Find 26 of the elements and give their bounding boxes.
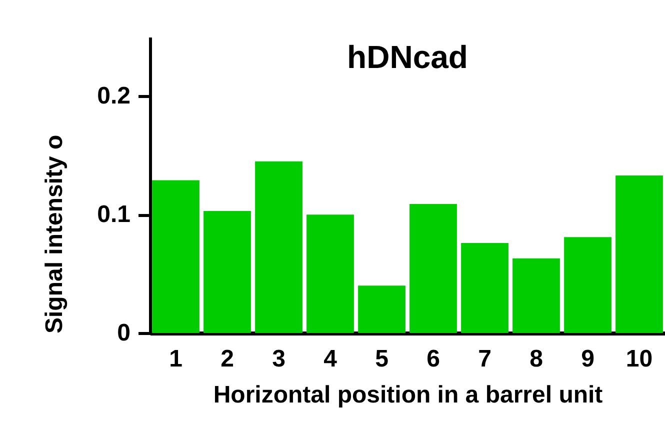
x-axis-title: Horizontal position in a barrel unit <box>213 382 603 408</box>
x-tick-label: 10 <box>626 346 653 372</box>
bar <box>306 214 354 333</box>
x-tick-label: 3 <box>272 346 286 372</box>
bar <box>564 237 612 333</box>
bar <box>512 258 560 333</box>
x-tick-label: 1 <box>169 346 182 372</box>
x-tick-label: 7 <box>478 346 492 372</box>
bar <box>616 176 663 333</box>
bar <box>204 211 251 333</box>
chart-title: hDNcad <box>347 39 468 75</box>
x-tick-label: 6 <box>426 346 440 372</box>
x-tick-label: 9 <box>581 346 594 372</box>
bar <box>461 243 508 333</box>
bar <box>358 286 406 333</box>
x-tick-label: 5 <box>375 346 388 372</box>
bar <box>255 161 302 333</box>
x-tick-label: 4 <box>324 346 338 372</box>
x-tick-label: 8 <box>530 346 543 372</box>
bar <box>152 180 200 333</box>
x-tick-label: 2 <box>220 346 234 372</box>
y-tick-label: 0 <box>117 320 130 346</box>
y-axis-title: Signal intensity o <box>41 134 68 334</box>
y-tick-label: 0.1 <box>97 201 130 228</box>
y-tick-label: 0.2 <box>97 82 130 110</box>
bar <box>410 204 457 333</box>
